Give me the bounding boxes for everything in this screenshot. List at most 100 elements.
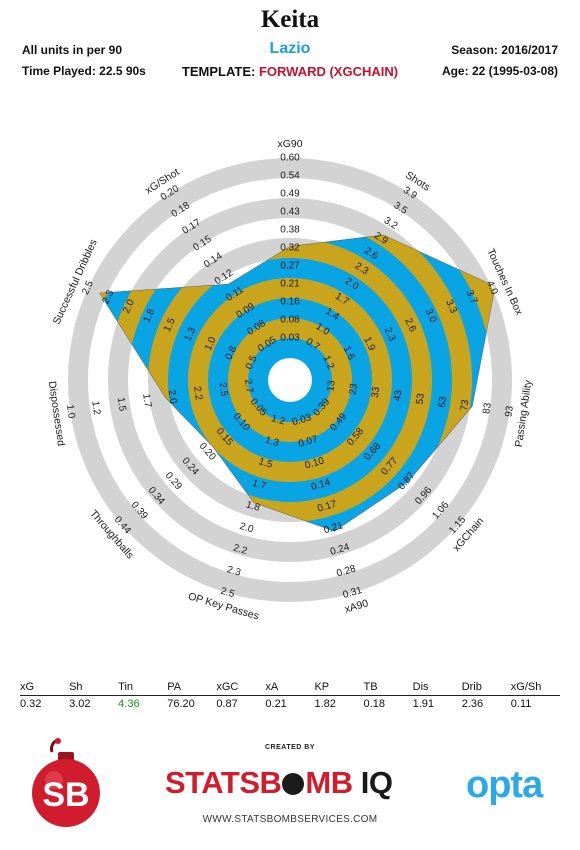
tick-label: 3.7 [464,288,480,306]
tick-label: 53 [414,392,427,405]
tick-label: 63 [437,395,450,408]
stats-header-cell: xGC [216,680,266,696]
statsbomb-bomb-logo: SB [32,738,100,827]
tick-label: 2.7 [242,378,255,394]
tick-label: 0.14 [310,477,332,493]
template-label: TEMPLATE: [181,64,259,79]
stats-value-row: 0.32 3.02 4.36 76.20 0.87 0.21 1.82 0.18 1.91 2.3… [20,696,560,712]
tick-label: 2.0 [121,297,137,315]
tick-label: 2.2 [232,543,249,558]
player-name: Keita [260,6,320,33]
tick-label: 0.31 [342,585,364,601]
tick-label: 1.3 [183,326,199,344]
tick-label: 0.54 [280,171,300,182]
tick-label: 0.8 [223,344,239,362]
tick-label: 2.2 [191,386,204,402]
tick-label: 0.21 [280,279,300,290]
created-by-label: CREATED BY [265,744,315,751]
tick-label: 0.24 [329,542,351,558]
tick-label: 2.0 [166,389,179,405]
tick-label: 3.0 [423,307,439,325]
axis-label: xG90 [277,138,302,150]
tick-label: 3.3 [443,298,459,316]
stats-value-cell: 3.02 [69,698,91,710]
tick-label: 43 [392,389,405,402]
stats-header-cell: KP [314,680,364,696]
tick-label: 2.5 [217,382,230,398]
stats-value-cell: 2.36 [461,698,484,710]
radar-chart: 0.030.080.160.210.270.320.380.430.490.54… [46,138,535,623]
stats-value-cell: 0.32 [20,698,42,710]
tick-label: 1.5 [162,316,178,334]
tick-label: 0.28 [335,563,357,579]
player-polygon [98,234,496,532]
tick-label: 0.03 [280,333,300,344]
tick-label: 0.07 [297,434,319,450]
stats-header-cell: Drib [461,680,511,696]
stats-header-cell: Sh [69,680,119,696]
stats-header-cell: xG [20,680,70,696]
stats-value-cell: 0.87 [216,698,238,710]
tick-label: 0.16 [280,297,300,308]
tick-label: 2.6 [402,317,418,335]
stats-header-cell: xG/Sh [510,680,560,696]
tick-label: 1.5 [257,456,274,471]
axis-label: Dispossessed [46,380,67,447]
tick-label: 1.0 [203,335,219,353]
tick-label: 1.2 [270,413,287,428]
tick-label: 1.7 [140,393,153,409]
tick-label: 0.38 [280,225,300,236]
stats-header-row: xG Sh Tin PA xGC xA KP TB Dis Drib xG/Sh [20,680,560,696]
template-line: TEMPLATE: FORWARD (XGCHAIN) [0,64,580,79]
tick-label: 0.08 [280,315,300,326]
tick-label: 1.6 [341,345,357,363]
template-value: FORWARD (XGCHAIN) [258,64,399,79]
tick-label: 2.3 [382,326,398,344]
stats-header-cell: Tin [118,680,168,696]
tick-label: 1.8 [142,307,158,325]
tick-label: 0.32 [280,243,300,254]
brand-iq: IQ [352,765,393,800]
statsbomb-logo-initials: SB [42,776,89,814]
tick-label: 4.0 [484,279,500,297]
tick-label: 2.3 [226,564,243,579]
tick-label: 0.43 [280,207,300,218]
tick-label: 0.60 [280,153,300,164]
statsbomb-wordmark: STATSB MB IQ [165,765,393,801]
brand-main: STATSB [165,765,282,800]
age: Age: 22 (1995-03-08) [441,64,558,78]
time-played: Time Played: 22.5 90s [22,64,146,78]
tick-label: 1.3 [264,435,281,450]
tick-label: 0.49 [280,189,300,200]
stats-value-cell: 76.20 [167,698,195,710]
team-name: Lazio [269,40,311,57]
website-link[interactable]: WWW.STATSBOMBSERVICES.COM [202,814,378,825]
tick-label: 1.5 [115,397,128,413]
tick-label: 0.5 [244,354,260,372]
tick-label: 2.3 [101,288,117,306]
tick-label: 83 [481,402,494,415]
stats-value-cell: 0.18 [363,698,385,710]
stats-value-cell: 0.21 [265,698,287,710]
tick-label: 1.9 [361,335,377,353]
tick-label: 33 [370,386,383,399]
axis-label: Passing Ability [513,378,535,447]
tick-label: 1.8 [245,499,262,514]
stats-value-cell: 1.82 [314,698,336,710]
stats-header-cell: TB [363,680,413,696]
stats-value-cell: 1.91 [412,698,435,710]
tick-label: 2.0 [238,521,255,536]
units-note: All units in per 90 [22,43,123,57]
tick-label: 1.7 [251,478,268,493]
season: Season: 2016/2017 [451,43,558,57]
tick-label: 2.5 [80,279,96,297]
bomb-o-icon [282,773,305,795]
brand-tail: MB [305,765,353,800]
stats-value-cell: 0.11 [510,698,532,710]
tick-label: 1.0 [64,404,77,420]
value-band-center [268,358,312,402]
opta-logo: opta [466,764,543,806]
tick-label: 1.2 [320,354,336,372]
tick-label: 93 [503,405,516,418]
tick-label: 73 [459,398,472,411]
